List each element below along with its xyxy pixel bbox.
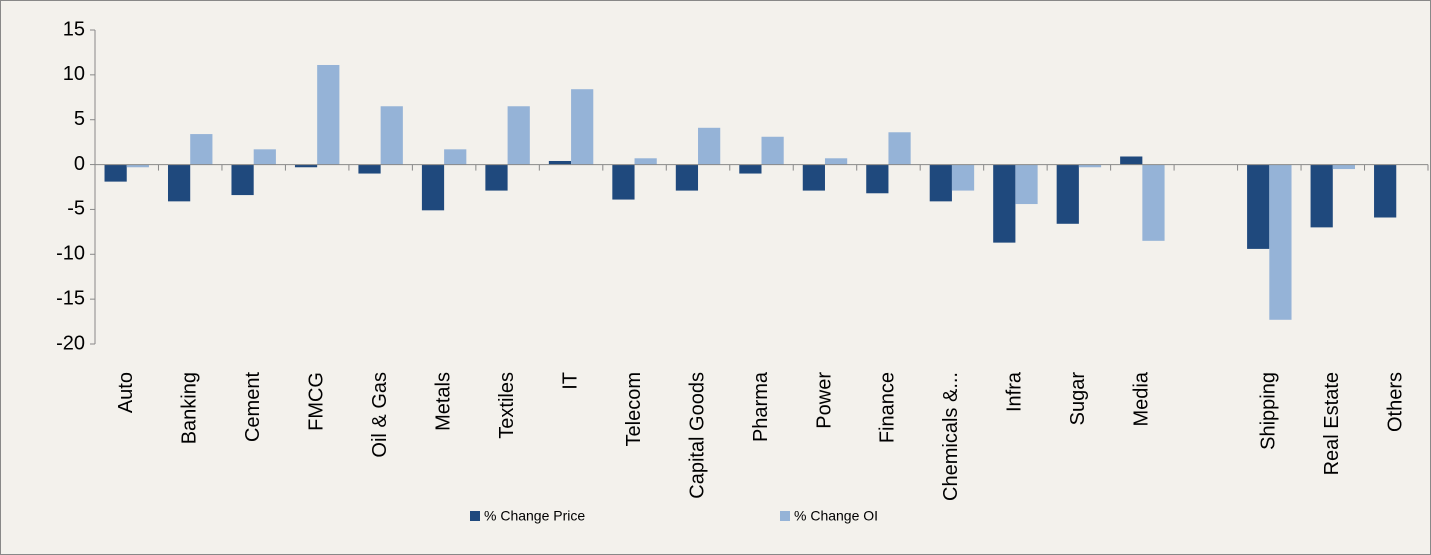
bar bbox=[824, 158, 848, 165]
bar bbox=[167, 164, 191, 202]
bar bbox=[1120, 156, 1143, 165]
x-tick-label: Metals bbox=[432, 372, 454, 431]
x-tick-label: Finance bbox=[877, 372, 899, 443]
bar bbox=[1142, 164, 1165, 241]
x-tick-label: Cement bbox=[242, 372, 264, 442]
bar bbox=[104, 164, 127, 182]
legend-swatch bbox=[470, 511, 480, 521]
x-tick-label: Banking bbox=[178, 372, 200, 444]
bar bbox=[634, 158, 657, 165]
bar bbox=[421, 164, 445, 211]
bar bbox=[126, 164, 149, 168]
x-tick-label: Media bbox=[1131, 371, 1153, 426]
bar bbox=[485, 164, 508, 191]
x-tick-label: Sugar bbox=[1067, 372, 1089, 426]
bar bbox=[866, 164, 889, 194]
bar bbox=[571, 89, 594, 165]
bar bbox=[951, 164, 975, 191]
y-tick-label: 0 bbox=[74, 153, 85, 175]
bar bbox=[444, 149, 467, 165]
bar bbox=[253, 149, 276, 165]
x-tick-label: Auto bbox=[115, 372, 137, 413]
bar bbox=[929, 164, 952, 202]
legend-swatch bbox=[780, 511, 790, 521]
bar bbox=[231, 164, 254, 196]
x-tick-label: Chemicals &... bbox=[940, 372, 962, 501]
x-tick-label: Telecom bbox=[623, 372, 645, 446]
bar bbox=[548, 160, 572, 165]
bar bbox=[698, 127, 721, 165]
bar bbox=[739, 164, 762, 174]
x-tick-label: Oil & Gas bbox=[369, 372, 391, 458]
y-tick-label: -15 bbox=[56, 287, 85, 309]
x-tick-label: Real Estate bbox=[1321, 372, 1343, 475]
bar bbox=[993, 164, 1016, 243]
bar bbox=[507, 106, 530, 165]
bar bbox=[612, 164, 635, 200]
bar bbox=[1078, 164, 1102, 168]
bar bbox=[317, 64, 340, 165]
x-tick-label: Textiles bbox=[496, 372, 518, 439]
x-tick-label: FMCG bbox=[305, 372, 327, 431]
y-tick-label: 5 bbox=[74, 108, 85, 130]
y-tick-label: -5 bbox=[67, 198, 85, 220]
bar bbox=[1015, 164, 1038, 205]
bar bbox=[1056, 164, 1079, 224]
x-tick-label: Shipping bbox=[1258, 372, 1280, 450]
x-tick-label: Power bbox=[813, 372, 835, 429]
bar bbox=[802, 164, 825, 191]
y-tick-label: 15 bbox=[63, 18, 85, 40]
x-tick-label: Capital Goods bbox=[686, 372, 708, 499]
legend-label: % Change Price bbox=[484, 508, 585, 524]
x-tick-label: Infra bbox=[1004, 371, 1026, 412]
x-tick-label: Others bbox=[1385, 372, 1407, 432]
bar bbox=[888, 132, 911, 165]
y-tick-label: -10 bbox=[56, 243, 85, 265]
bar bbox=[1310, 164, 1333, 228]
bar bbox=[294, 164, 318, 168]
bar bbox=[358, 164, 381, 174]
legend-label: % Change OI bbox=[794, 508, 878, 524]
y-tick-label: -20 bbox=[56, 332, 85, 354]
bar bbox=[761, 136, 784, 165]
bar bbox=[1374, 164, 1397, 218]
bar bbox=[1247, 164, 1270, 249]
x-tick-label: Pharma bbox=[750, 371, 772, 442]
bar bbox=[1332, 164, 1356, 170]
bar bbox=[675, 164, 699, 191]
bar bbox=[380, 106, 403, 165]
x-tick-label: IT bbox=[559, 372, 581, 390]
y-tick-label: 10 bbox=[63, 63, 85, 85]
bar bbox=[1269, 164, 1292, 320]
bar bbox=[190, 134, 213, 165]
